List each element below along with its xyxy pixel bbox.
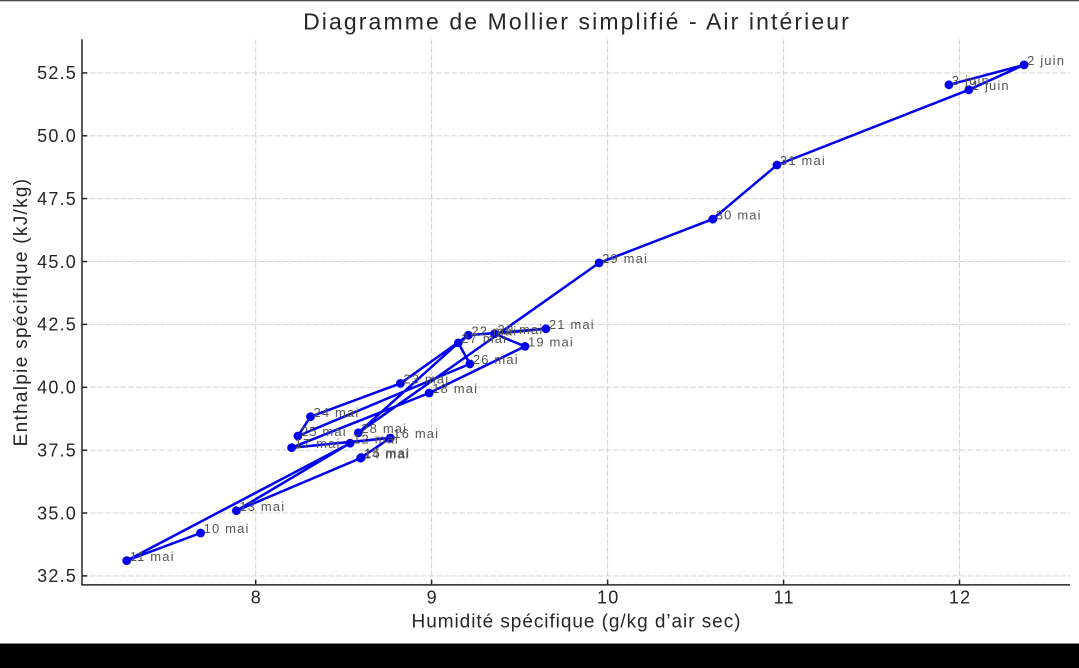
svg-text:15 mai: 15 mai xyxy=(364,446,410,461)
svg-text:19 mai: 19 mai xyxy=(528,335,574,350)
svg-text:40.0: 40.0 xyxy=(37,378,77,398)
svg-text:52.5: 52.5 xyxy=(37,63,77,83)
svg-text:18 mai: 18 mai xyxy=(432,381,478,396)
svg-text:Diagramme de Mollier simplifié: Diagramme de Mollier simplifié - Air int… xyxy=(303,9,851,35)
svg-text:22 mai: 22 mai xyxy=(471,323,517,338)
svg-text:Humidité spécifique (g/kg d’ai: Humidité spécifique (g/kg d’air sec) xyxy=(412,611,742,632)
svg-text:9: 9 xyxy=(427,588,438,608)
svg-text:35.0: 35.0 xyxy=(37,503,77,523)
svg-text:20 mai: 20 mai xyxy=(498,322,544,337)
svg-text:11 mai: 11 mai xyxy=(130,549,175,564)
svg-text:23 mai: 23 mai xyxy=(403,372,449,387)
svg-text:21 mai: 21 mai xyxy=(549,317,595,332)
svg-text:10: 10 xyxy=(597,588,619,608)
svg-text:12: 12 xyxy=(949,588,971,608)
svg-text:14 mai: 14 mai xyxy=(364,446,410,461)
svg-text:28 mai: 28 mai xyxy=(361,421,407,436)
svg-text:32.5: 32.5 xyxy=(37,566,77,586)
svg-text:17 mai: 17 mai xyxy=(295,436,341,451)
svg-text:25 mai: 25 mai xyxy=(301,424,347,439)
svg-text:11: 11 xyxy=(774,588,795,608)
svg-text:10 mai: 10 mai xyxy=(204,521,250,536)
svg-text:13 mai: 13 mai xyxy=(239,499,285,514)
svg-text:12 mai: 12 mai xyxy=(353,431,399,446)
svg-text:16 mai: 16 mai xyxy=(393,426,439,441)
svg-text:30 mai: 30 mai xyxy=(716,207,762,222)
svg-text:50.0: 50.0 xyxy=(37,126,77,146)
svg-text:Enthalpie spécifique (kJ/kg): Enthalpie spécifique (kJ/kg) xyxy=(11,178,32,447)
svg-text:47.5: 47.5 xyxy=(37,189,77,209)
svg-text:27 mai: 27 mai xyxy=(461,331,507,346)
svg-text:8: 8 xyxy=(251,588,262,608)
svg-text:42.5: 42.5 xyxy=(37,315,77,335)
svg-text:1 juin: 1 juin xyxy=(972,78,1010,93)
svg-text:31 mai: 31 mai xyxy=(780,153,826,168)
svg-text:2 juin: 2 juin xyxy=(1027,53,1065,68)
svg-text:37.5: 37.5 xyxy=(37,441,77,461)
svg-text:24 mai: 24 mai xyxy=(314,405,360,420)
svg-text:26 mai: 26 mai xyxy=(473,352,519,367)
svg-text:45.0: 45.0 xyxy=(37,252,77,272)
svg-text:3 juin: 3 juin xyxy=(952,73,990,88)
svg-text:29 mai: 29 mai xyxy=(602,251,648,266)
